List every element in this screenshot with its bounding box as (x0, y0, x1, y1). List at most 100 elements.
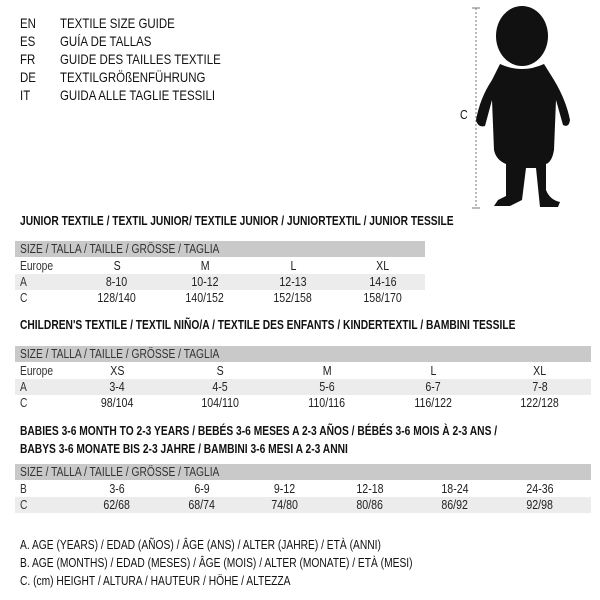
row-label: C (20, 291, 28, 305)
table-cell: 116/122 (393, 396, 473, 410)
child-silhouette-icon (472, 6, 570, 209)
table-row: C 62/68 68/74 74/80 80/86 86/92 92/98 (15, 497, 591, 513)
language-code: IT (20, 87, 31, 103)
table-row: Europe S M L XL (15, 258, 425, 274)
cell-value: 4-5 (212, 380, 228, 394)
table-header: SIZE / TALLA / TAILLE / GRÖSSE / TAGLIA (15, 464, 591, 480)
cell-value: 128/140 (97, 291, 137, 305)
table-header: SIZE / TALLA / TAILLE / GRÖSSE / TAGLIA (15, 346, 591, 362)
cell-value: M (322, 364, 332, 378)
table-cell: 98/104 (77, 396, 157, 410)
cell-value: 9-12 (274, 482, 296, 496)
table-cell: 5-6 (287, 380, 367, 394)
row-label: A (20, 380, 27, 394)
table-header-label: SIZE / TALLA / TAILLE / GRÖSSE / TAGLIA (20, 242, 220, 256)
table-cell: S (180, 364, 260, 378)
cell-value: XL (533, 364, 547, 378)
table-row: A 3-4 4-5 5-6 6-7 7-8 (15, 379, 591, 395)
table-row: A 8-10 10-12 12-13 14-16 (15, 274, 425, 290)
row-label: Europe (20, 259, 54, 273)
table-cell: 18-24 (415, 482, 495, 496)
cell-value: 8-10 (106, 275, 128, 289)
table-cell: 152/158 (253, 291, 333, 305)
table-header-label: SIZE / TALLA / TAILLE / GRÖSSE / TAGLIA (20, 347, 220, 361)
table-cell: 10-12 (165, 275, 245, 289)
table-cell: XL (500, 364, 580, 378)
table-cell: S (77, 259, 157, 273)
language-title: TEXTILGRÖßENFÜHRUNG (60, 69, 206, 85)
section-title-line2: BABYS 3-6 MONATE BIS 2-3 JAHRE / BAMBINI… (20, 442, 348, 456)
cell-value: 74/80 (271, 498, 299, 512)
table-cell: 62/68 (77, 498, 157, 512)
table-cell: 110/116 (287, 396, 367, 410)
row-label: C (20, 498, 28, 512)
row-label: B (20, 482, 27, 496)
cell-value: 12-13 (279, 275, 307, 289)
table-row: B 3-6 6-9 9-12 12-18 18-24 24-36 (15, 481, 591, 497)
language-code: FR (20, 51, 36, 67)
cell-value: 98/104 (100, 396, 134, 410)
cell-value: S (216, 364, 224, 378)
cell-value: XS (109, 364, 125, 378)
cell-value: XL (376, 259, 390, 273)
language-title: TEXTILE SIZE GUIDE (60, 15, 175, 31)
section-title: JUNIOR TEXTILE / TEXTIL JUNIOR/ TEXTILE … (20, 214, 454, 228)
table-cell: XS (77, 364, 157, 378)
legend-item: B. AGE (MONTHS) / EDAD (MESES) / ÂGE (MO… (20, 556, 413, 570)
cell-value: 152/158 (273, 291, 313, 305)
table-cell: 92/98 (500, 498, 580, 512)
cell-value: 110/116 (308, 396, 346, 410)
cell-value: L (290, 259, 296, 273)
table-cell: 158/170 (343, 291, 423, 305)
table-cell: 68/74 (162, 498, 242, 512)
legend-item: A. AGE (YEARS) / EDAD (AÑOS) / ÂGE (ANS)… (20, 538, 381, 552)
table-cell: M (287, 364, 367, 378)
language-title: GUÍA DE TALLAS (60, 33, 152, 49)
table-row: C 98/104 104/110 110/116 116/122 122/128 (15, 395, 591, 411)
row-label: Europe (20, 364, 54, 378)
table-cell: 80/86 (330, 498, 410, 512)
table-cell: 4-5 (180, 380, 260, 394)
table-cell: 122/128 (500, 396, 580, 410)
table-cell: 6-7 (393, 380, 473, 394)
section-title: CHILDREN'S TEXTILE / TEXTIL NIÑO/A / TEX… (20, 318, 516, 332)
cell-value: L (430, 364, 436, 378)
table-cell: 140/152 (165, 291, 245, 305)
cell-value: 68/74 (188, 498, 216, 512)
language-code: EN (20, 15, 36, 31)
table-cell: 86/92 (415, 498, 495, 512)
table-cell: 8-10 (77, 275, 157, 289)
table-header-label: SIZE / TALLA / TAILLE / GRÖSSE / TAGLIA (20, 465, 220, 479)
table-cell: 74/80 (245, 498, 325, 512)
cell-value: 24-36 (526, 482, 554, 496)
cell-value: 3-6 (109, 482, 125, 496)
cell-value: 62/68 (103, 498, 131, 512)
table-cell: M (165, 259, 245, 273)
row-label: A (20, 275, 27, 289)
table-cell: 9-12 (245, 482, 325, 496)
section-title: BABIES 3-6 MONTH TO 2-3 YEARS / BEBÉS 3-… (20, 424, 498, 438)
table-cell: 7-8 (500, 380, 580, 394)
table-cell: 24-36 (500, 482, 580, 496)
table-row: C 128/140 140/152 152/158 158/170 (15, 290, 425, 306)
cell-value: 18-24 (441, 482, 469, 496)
cell-value: 122/128 (520, 396, 560, 410)
table-cell: 3-6 (77, 482, 157, 496)
cell-value: 5-6 (319, 380, 335, 394)
table-cell: XL (343, 259, 423, 273)
cell-value: S (113, 259, 121, 273)
cell-value: 6-7 (425, 380, 441, 394)
table-cell: L (253, 259, 333, 273)
cell-value: 92/98 (526, 498, 554, 512)
cell-value: 7-8 (532, 380, 548, 394)
table-cell: 6-9 (162, 482, 242, 496)
cell-value: 6-9 (194, 482, 210, 496)
cell-value: 80/86 (356, 498, 384, 512)
cell-value: 3-4 (109, 380, 125, 394)
language-code: ES (20, 33, 36, 49)
cell-value: 12-18 (356, 482, 384, 496)
language-title: GUIDA ALLE TAGLIE TESSILI (60, 87, 216, 103)
row-label: C (20, 396, 28, 410)
table-row: Europe XS S M L XL (15, 363, 591, 379)
